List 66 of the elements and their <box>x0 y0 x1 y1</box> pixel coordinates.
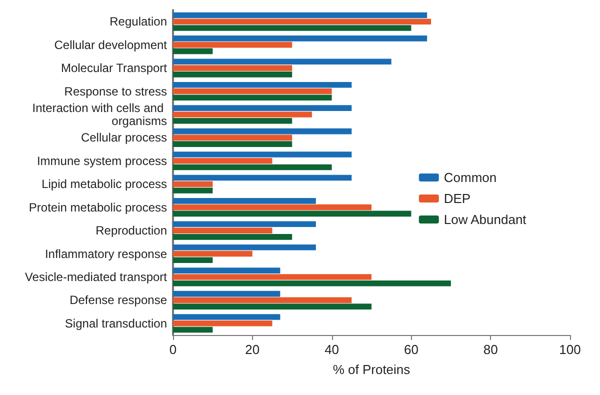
y-tick-label: Cellular process <box>80 130 167 145</box>
y-tick-label: Interaction with cells and organisms <box>32 100 167 128</box>
x-tick-label: 100 <box>559 342 581 357</box>
bar <box>173 42 292 48</box>
y-tick-label: Vesicle-mediated transport <box>24 270 168 284</box>
bar <box>173 65 292 71</box>
bar <box>173 228 272 234</box>
bar <box>173 128 352 134</box>
bar <box>173 118 292 124</box>
bar <box>173 221 316 228</box>
y-tick-label: Inflammatory response <box>44 246 168 261</box>
bar <box>173 58 392 65</box>
bar <box>173 188 213 194</box>
bar <box>173 204 372 210</box>
bar <box>173 105 352 111</box>
y-tick-label: Response to stress <box>64 84 167 98</box>
bar <box>173 326 213 333</box>
bar <box>173 297 352 304</box>
bar <box>173 158 272 164</box>
legend-label: Low Abundant <box>444 212 527 227</box>
bar <box>173 36 428 42</box>
x-tick-label: 20 <box>245 342 260 357</box>
bar <box>173 250 252 257</box>
y-tick-label: Regulation <box>110 14 167 29</box>
x-axis-title: % of Proteins <box>332 362 411 377</box>
y-tick-label: Cellular development <box>54 38 168 52</box>
y-tick-label: Immune system process <box>36 154 167 168</box>
bar <box>173 320 272 326</box>
bar <box>173 164 332 170</box>
bar <box>173 198 316 204</box>
x-tick-label: 60 <box>404 342 418 357</box>
bar <box>173 25 412 31</box>
y-tick-label: Reproduction <box>96 224 167 238</box>
bar <box>173 210 412 217</box>
y-tick-label: Molecular Transport <box>60 61 168 76</box>
bar <box>173 244 316 250</box>
bar <box>173 88 332 94</box>
x-tick-label: 80 <box>483 342 498 357</box>
bar <box>173 257 213 264</box>
bar <box>173 290 280 297</box>
bar <box>173 280 451 286</box>
bar <box>173 304 372 310</box>
bar <box>173 268 280 274</box>
bar <box>173 94 332 101</box>
bar <box>173 134 292 141</box>
y-tick-label: Signal transduction <box>64 316 167 330</box>
legend-label: Common <box>444 170 497 185</box>
bar <box>173 112 312 118</box>
bar <box>173 234 292 240</box>
x-tick-label: 0 <box>169 342 177 357</box>
bar <box>173 141 292 147</box>
bar <box>173 18 432 25</box>
y-tick-label: Lipid metabolic process <box>42 177 167 192</box>
bar <box>173 314 280 320</box>
legend-label: DEP <box>444 191 471 206</box>
bar <box>173 48 213 54</box>
bar <box>173 12 428 18</box>
y-tick-label: Protein metabolic process <box>28 200 167 214</box>
x-tick-label: 40 <box>324 342 340 357</box>
y-tick-label: Defense response <box>70 293 168 308</box>
bar <box>173 72 292 78</box>
bar <box>173 274 372 280</box>
bar <box>173 181 213 188</box>
bar <box>173 82 352 88</box>
bar <box>173 152 352 158</box>
bar <box>173 174 352 181</box>
